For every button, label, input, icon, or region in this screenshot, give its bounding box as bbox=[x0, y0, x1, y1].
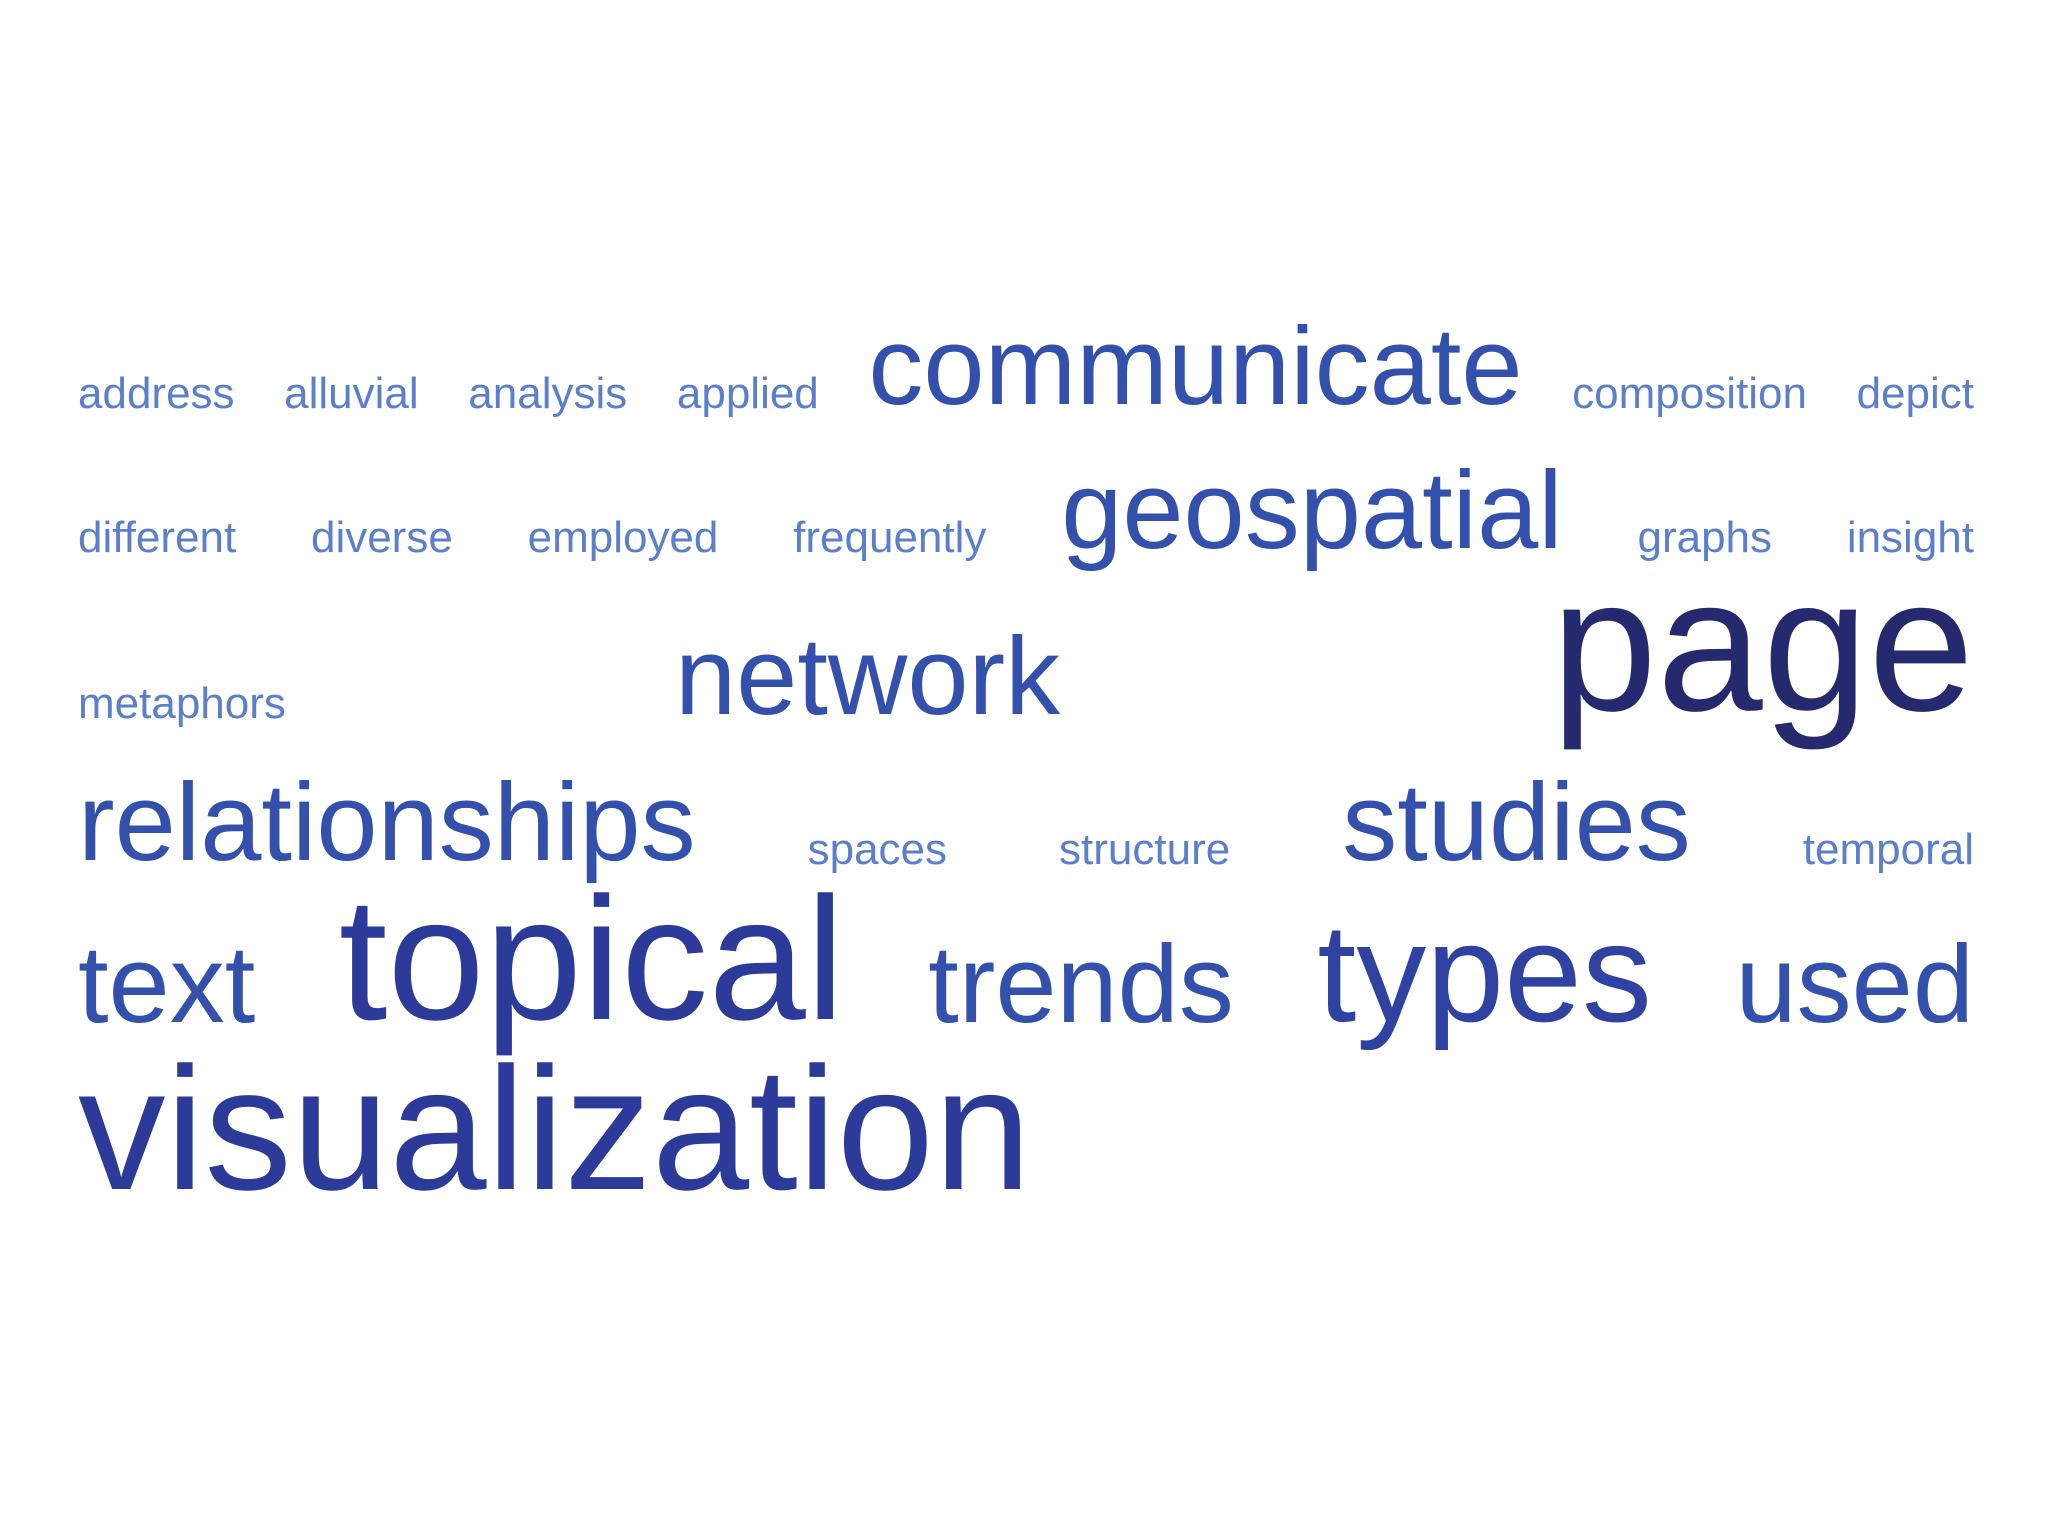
word-types: types bbox=[1317, 894, 1652, 1052]
word-composition: composition bbox=[1572, 369, 1807, 419]
word-structure: structure bbox=[1059, 825, 1231, 875]
word-depict: depict bbox=[1856, 369, 1974, 419]
word-trends: trends bbox=[928, 923, 1234, 1047]
word-communicate: communicate bbox=[868, 305, 1523, 429]
word-relationships: relationships bbox=[78, 761, 696, 885]
word-applied: applied bbox=[676, 369, 819, 419]
word-page: page bbox=[1551, 539, 1974, 752]
word-insight: insight bbox=[1846, 513, 1974, 563]
word-network: network bbox=[675, 615, 1061, 739]
word-frequently: frequently bbox=[793, 513, 987, 563]
word-studies: studies bbox=[1342, 761, 1691, 885]
word-visualization: visualization bbox=[78, 1031, 1032, 1227]
word-used: used bbox=[1735, 923, 1974, 1047]
word-geospatial: geospatial bbox=[1061, 449, 1563, 573]
word-analysis: analysis bbox=[468, 369, 628, 419]
word-graphs: graphs bbox=[1637, 513, 1773, 563]
word-temporal: temporal bbox=[1802, 825, 1974, 875]
word-text: text bbox=[78, 923, 256, 1047]
word-topical: topical bbox=[338, 861, 845, 1057]
word-different: different bbox=[78, 513, 237, 563]
word-alluvial: alluvial bbox=[284, 369, 419, 419]
word-employed: employed bbox=[527, 513, 719, 563]
word-spaces: spaces bbox=[807, 825, 948, 875]
word-address: address bbox=[78, 369, 235, 419]
word-metaphors: metaphors bbox=[78, 679, 286, 729]
word-diverse: diverse bbox=[310, 513, 453, 563]
